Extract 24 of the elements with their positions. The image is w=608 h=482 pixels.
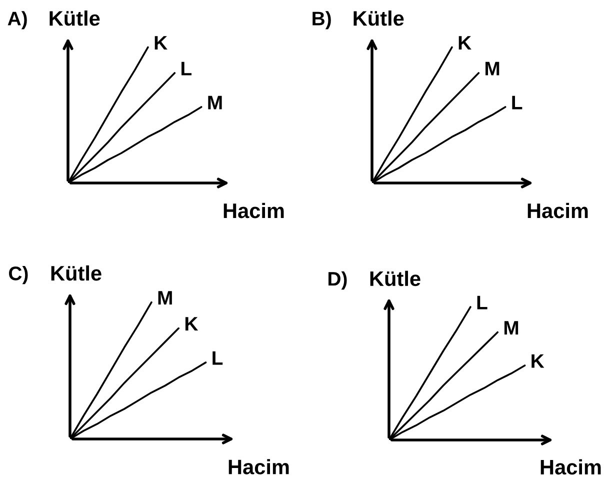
series-label: M <box>208 96 222 110</box>
series-label: K <box>154 36 168 50</box>
series-label: L <box>477 296 488 310</box>
series-label: L <box>512 96 522 110</box>
y-axis-title: Kütle <box>50 10 100 26</box>
series-label: L <box>212 351 223 365</box>
chart-title: B) <box>312 11 331 30</box>
x-axis-title: Hacim <box>528 202 588 218</box>
y-axis-title: Kütle <box>51 265 102 281</box>
x-axis-title: Hacim <box>228 459 289 474</box>
series-label: M <box>158 291 172 305</box>
y-axis-title: Kütle <box>354 10 404 26</box>
series-label: M <box>486 62 500 76</box>
series-label: K <box>458 36 472 50</box>
series-label: K <box>185 317 198 331</box>
series-label: L <box>182 62 192 76</box>
series-label: K <box>532 354 544 368</box>
series-label: M <box>504 321 518 334</box>
y-axis-title: Kütle <box>370 270 420 286</box>
x-axis-title: Hacim <box>540 459 601 475</box>
chart-title: D) <box>328 271 347 290</box>
x-axis-title: Hacim <box>224 202 284 218</box>
chart-title: A) <box>8 11 27 30</box>
chart-title: C) <box>9 266 28 284</box>
